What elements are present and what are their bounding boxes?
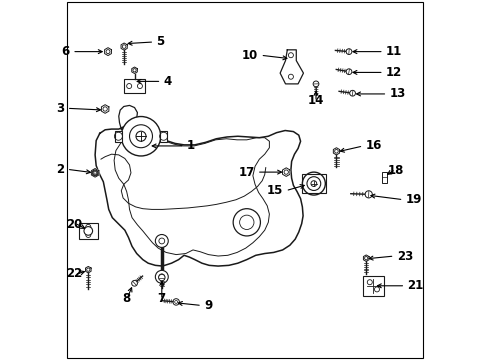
Polygon shape (95, 125, 303, 266)
Text: 5: 5 (156, 35, 165, 49)
Polygon shape (85, 266, 91, 273)
Text: 3: 3 (56, 102, 65, 115)
Circle shape (84, 226, 93, 235)
Polygon shape (283, 168, 290, 176)
Circle shape (302, 172, 325, 195)
Circle shape (346, 49, 352, 54)
Text: 7: 7 (158, 292, 166, 305)
Text: 11: 11 (386, 45, 402, 58)
Text: 10: 10 (242, 49, 258, 62)
Text: 2: 2 (56, 163, 65, 176)
Polygon shape (280, 50, 303, 84)
Text: 13: 13 (390, 87, 406, 100)
Circle shape (307, 177, 321, 190)
Text: 20: 20 (67, 218, 83, 231)
Text: 8: 8 (122, 292, 131, 305)
Text: 18: 18 (388, 164, 404, 177)
Text: 23: 23 (397, 249, 413, 262)
Polygon shape (364, 255, 369, 261)
Text: 1: 1 (187, 139, 195, 152)
Circle shape (346, 69, 352, 75)
Circle shape (311, 181, 317, 186)
Circle shape (155, 234, 168, 247)
Circle shape (155, 270, 168, 283)
Polygon shape (91, 168, 99, 177)
Bar (79, 223, 98, 239)
Polygon shape (132, 67, 137, 73)
Text: 14: 14 (308, 94, 324, 107)
Polygon shape (121, 43, 127, 50)
FancyBboxPatch shape (160, 131, 167, 141)
Text: 22: 22 (67, 267, 83, 280)
Text: 12: 12 (386, 66, 402, 79)
Text: 6: 6 (62, 45, 70, 58)
Circle shape (173, 299, 179, 305)
Circle shape (136, 131, 146, 141)
Text: 9: 9 (204, 299, 212, 312)
Polygon shape (333, 148, 340, 155)
Polygon shape (104, 48, 111, 55)
Text: 4: 4 (164, 75, 172, 88)
Bar (124, 79, 146, 93)
Text: 15: 15 (267, 184, 283, 197)
FancyBboxPatch shape (115, 131, 122, 141)
Text: 21: 21 (408, 279, 424, 292)
Circle shape (159, 274, 165, 281)
Circle shape (233, 209, 260, 236)
Circle shape (122, 117, 161, 156)
Text: 16: 16 (366, 139, 382, 152)
Circle shape (313, 81, 319, 87)
Circle shape (92, 170, 98, 176)
Circle shape (365, 191, 372, 198)
Circle shape (132, 280, 137, 286)
Text: 17: 17 (239, 166, 255, 179)
Bar (382, 172, 387, 183)
Polygon shape (101, 105, 109, 113)
Bar (302, 174, 325, 193)
Circle shape (129, 125, 152, 148)
Text: 19: 19 (406, 193, 422, 206)
Circle shape (350, 90, 355, 96)
Bar (363, 276, 384, 296)
